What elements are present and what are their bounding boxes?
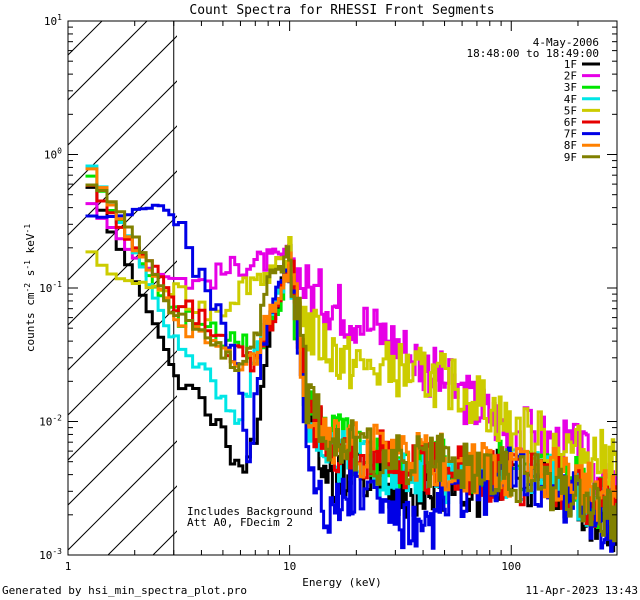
annotation-attenuator: Att A0, FDecim 2 [187, 516, 293, 529]
y-tick-label: 100 [44, 147, 62, 162]
y-tick-label: 10-1 [39, 280, 62, 295]
legend-time-range: 18:48:00 to 18:49:00 [467, 47, 599, 60]
x-tick-label: 10 [283, 560, 296, 573]
legend-label-2F: 2F [564, 70, 577, 83]
y-tick-label: 10-3 [39, 547, 62, 562]
annotation-background: Includes Background [187, 505, 313, 518]
y-axis-label: counts cm-2 s-1 keV-1 [23, 224, 37, 352]
hatch-line [68, 35, 177, 146]
legend-label-5F: 5F [564, 104, 577, 117]
hatch-line [68, 170, 177, 281]
chart-title: Count Spectra for RHESSI Front Segments [189, 3, 494, 18]
legend-label-1F: 1F [564, 58, 577, 71]
x-axis-label: Energy (keV) [302, 576, 381, 589]
legend-date: 4-May-2006 [533, 36, 599, 49]
hatch-line [68, 215, 177, 326]
footer-generated-by: Generated by hsi_min_spectra_plot.pro [2, 584, 247, 597]
legend-label-6F: 6F [564, 116, 577, 129]
legend-label-3F: 3F [564, 81, 577, 94]
y-tick-label: 101 [44, 13, 62, 28]
series-9F [85, 183, 617, 543]
hatch-line [68, 21, 103, 56]
hatch-line [68, 80, 177, 191]
legend-label-4F: 4F [564, 93, 577, 106]
series-8F [85, 167, 617, 526]
legend-label-7F: 7F [564, 128, 577, 141]
x-tick-label: 100 [501, 560, 521, 573]
legend-label-9F: 9F [564, 151, 577, 164]
hatch-line [68, 440, 177, 551]
x-tick-label: 1 [65, 560, 72, 573]
hatch-line [68, 21, 148, 101]
legend-label-8F: 8F [564, 139, 577, 152]
hatch-line [68, 395, 177, 506]
y-tick-label: 10-2 [39, 414, 62, 429]
footer-timestamp: 11-Apr-2023 13:43 [525, 584, 638, 597]
